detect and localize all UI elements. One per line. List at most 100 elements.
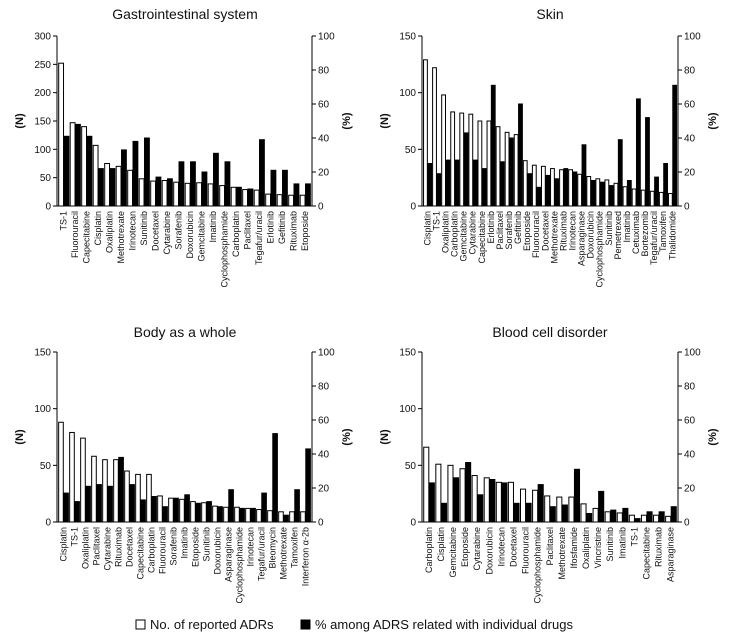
bar-percent-adrs — [598, 490, 605, 523]
left-tick-label: 0 — [45, 202, 51, 213]
category-label: Carboplatin — [146, 527, 156, 573]
bar-percent-adrs — [508, 137, 514, 207]
bar-reported-adrs — [653, 514, 660, 523]
category-label: TS-1 — [59, 211, 69, 231]
bar-percent-adrs — [654, 176, 659, 207]
category-label: Irinotecan — [496, 527, 506, 567]
bar-percent-adrs — [646, 511, 653, 523]
bar-reported-adrs — [483, 477, 490, 523]
bar-percent-adrs — [622, 507, 629, 523]
right-tick-label: 0 — [318, 202, 324, 213]
category-label: Cyclophosphamide — [533, 527, 543, 604]
category-label: Cytarabine — [472, 527, 482, 571]
category-label: Vincristine — [593, 527, 603, 568]
bar-percent-adrs — [525, 502, 532, 523]
bar-reported-adrs — [138, 178, 145, 207]
category-label: Thalidomide — [667, 211, 677, 260]
bar-reported-adrs — [577, 173, 583, 207]
right-tick-label: 60 — [684, 416, 696, 427]
category-label: Sunitinib — [139, 211, 149, 246]
bar-reported-adrs — [540, 165, 546, 207]
bar-percent-adrs — [670, 506, 677, 523]
right-tick-label: 100 — [318, 32, 335, 43]
category-label: Fluorouracil — [70, 211, 80, 258]
bar-percent-adrs — [98, 168, 104, 207]
category-label: Cytarabine — [102, 527, 112, 571]
category-label: Rituximab — [654, 527, 664, 567]
category-label: Methotrexate — [557, 527, 567, 580]
category-label: Capecitabine — [135, 527, 145, 580]
bar-percent-adrs — [282, 169, 288, 207]
category-label: Cyclophosphamide — [220, 211, 230, 288]
bar-reported-adrs — [127, 169, 134, 207]
bar-reported-adrs — [196, 182, 203, 207]
category-label: Rituximab — [558, 211, 568, 251]
category-label: Sunitinib — [201, 527, 211, 562]
bar-percent-adrs — [261, 492, 267, 523]
right-tick-label: 60 — [318, 100, 330, 111]
bar-reported-adrs — [276, 194, 283, 207]
bar-percent-adrs — [440, 502, 447, 523]
panel-4: Blood cell disorder 0 50 100 150 0 20 40 60 80 100… — [379, 324, 719, 604]
bar-reported-adrs — [161, 180, 168, 207]
bar-reported-adrs — [289, 511, 295, 523]
bar-reported-adrs — [556, 496, 563, 523]
bar-reported-adrs — [102, 459, 108, 523]
bar-percent-adrs — [239, 507, 245, 523]
bar-percent-adrs — [635, 98, 641, 207]
bar-reported-adrs — [649, 190, 655, 207]
bar-reported-adrs — [550, 168, 555, 207]
category-label: Cisplatin — [58, 527, 68, 562]
category-label: Asparaginase — [223, 527, 233, 582]
panel-1: Gastrointestinal system05010015020025030… — [14, 6, 353, 288]
panel-title: Body as a whole — [134, 324, 237, 340]
bar-percent-adrs — [201, 171, 208, 207]
right-axis-label: (%) — [341, 112, 353, 129]
bar-reported-adrs — [568, 169, 573, 207]
bar-reported-adrs — [245, 507, 251, 523]
bar-percent-adrs — [270, 169, 277, 207]
bar-percent-adrs — [294, 489, 300, 523]
bar-reported-adrs — [104, 163, 111, 207]
category-label: TS-1 — [431, 211, 441, 231]
bar-reported-adrs — [580, 503, 587, 523]
bar-reported-adrs — [595, 178, 601, 207]
category-label: TS-1 — [69, 527, 79, 547]
left-tick-label: 100 — [34, 404, 51, 415]
right-tick-label: 20 — [318, 484, 330, 495]
bar-reported-adrs — [146, 473, 152, 523]
category-label: Tamoxifen — [289, 527, 299, 568]
category-label: Docetaxel — [151, 211, 161, 251]
left-tick-label: 300 — [34, 32, 51, 43]
category-label: Docetaxel — [124, 527, 134, 567]
bar-percent-adrs — [250, 507, 256, 523]
bar-reported-adrs — [631, 188, 637, 207]
legend-open-label: No. of reported ADRs — [150, 617, 274, 632]
bar-reported-adrs — [267, 510, 273, 523]
category-label: Fluorouracil — [157, 527, 167, 574]
bar-reported-adrs — [628, 514, 635, 523]
panel-title: Gastrointestinal system — [112, 6, 258, 22]
bar-percent-adrs — [96, 484, 102, 523]
category-label: Doxorubicin — [212, 527, 222, 575]
bar-percent-adrs — [140, 499, 146, 523]
bar-percent-adrs — [599, 181, 605, 207]
bar-reported-adrs — [256, 509, 262, 523]
bar-percent-adrs — [118, 456, 124, 523]
bar-reported-adrs — [173, 181, 180, 207]
bar-percent-adrs — [236, 186, 242, 207]
bar-reported-adrs — [519, 488, 527, 523]
category-label: Tegafur/uracil — [256, 527, 266, 581]
left-tick-label: 150 — [34, 348, 51, 359]
category-label: Docetaxel — [508, 527, 518, 567]
category-label: Gemcitabine — [448, 527, 458, 578]
bar-reported-adrs — [81, 126, 88, 207]
bar-reported-adrs — [507, 481, 514, 523]
bar-percent-adrs — [206, 501, 212, 523]
bar-reported-adrs — [531, 164, 537, 207]
right-axis-label: (%) — [707, 428, 719, 445]
right-tick-label: 0 — [684, 202, 690, 213]
bar-percent-adrs — [490, 84, 496, 207]
bar-percent-adrs — [626, 180, 632, 207]
category-label: Cisplatin — [93, 211, 103, 246]
